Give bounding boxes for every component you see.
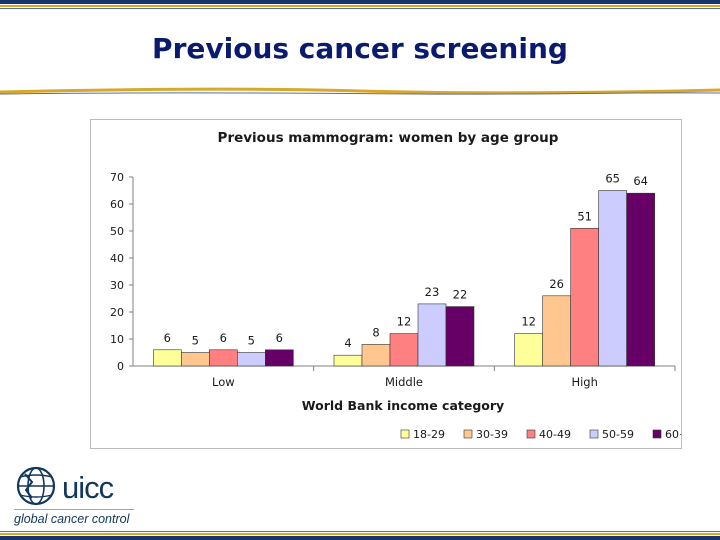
y-tick-label: 20	[110, 306, 124, 319]
logo-tagline: global cancer control	[14, 512, 130, 526]
data-label: 6	[220, 331, 227, 345]
bar-middle-40-49	[389, 333, 419, 367]
slide-title: Previous cancer screening	[152, 32, 568, 65]
y-tick-label: 10	[110, 333, 124, 346]
legend-swatch	[589, 429, 599, 439]
y-tick-label: 70	[110, 171, 124, 184]
legend-label: 50-59	[602, 428, 634, 441]
bottom-border-decoration	[0, 531, 720, 540]
data-label: 5	[192, 334, 199, 348]
data-label: 6	[276, 331, 283, 345]
bar-middle-60plus	[445, 306, 475, 367]
data-label: 5	[248, 334, 255, 348]
data-label: 12	[397, 315, 412, 329]
data-label: 4	[344, 336, 351, 350]
bar-middle-30-39	[361, 344, 391, 367]
x-tick-label: Middle	[385, 375, 423, 389]
y-tick-label: 50	[110, 225, 124, 238]
legend-swatch	[652, 429, 662, 439]
legend-swatch	[400, 429, 410, 439]
bar-chart: Previous mammogram: women by age group 0…	[110, 130, 681, 441]
data-label: 8	[372, 325, 379, 339]
y-tick-label: 40	[110, 252, 124, 265]
bar-low-18-29	[153, 349, 182, 367]
legend-label: 30-39	[476, 428, 508, 441]
legend-label: 40-49	[539, 428, 571, 441]
legend-label: 60+	[665, 428, 681, 441]
bar-middle-18-29	[333, 354, 363, 367]
bar-high-18-29	[514, 333, 543, 367]
data-label: 51	[577, 209, 592, 223]
data-label: 22	[453, 288, 468, 302]
x-tick-label: Low	[212, 375, 235, 389]
logo-wordmark: uicc	[62, 470, 114, 505]
bar-high-30-39	[542, 295, 571, 367]
globe-icon	[16, 466, 56, 506]
data-label: 6	[164, 331, 171, 345]
x-axis-title: World Bank income category	[302, 398, 504, 413]
bar-high-60plus	[626, 192, 655, 367]
bar-high-50-59	[598, 190, 627, 367]
bar-high-40-49	[570, 228, 599, 367]
chart-axes: 0 10 20 30 40 50 60 70 Low Middle High	[110, 171, 676, 389]
x-tick-label: High	[571, 375, 597, 389]
bar-low-50-59	[237, 352, 266, 367]
data-label: 64	[633, 174, 648, 188]
legend-swatch	[463, 429, 473, 439]
top-border-decoration	[0, 0, 720, 9]
title-underline	[0, 87, 720, 95]
chart-title: Previous mammogram: women by age group	[218, 130, 559, 146]
data-label: 23	[425, 285, 440, 299]
uicc-logo: uicc global cancer control	[12, 462, 142, 530]
y-tick-label: 60	[110, 198, 124, 211]
y-tick-label: 30	[110, 279, 124, 292]
logo-divider	[14, 509, 134, 510]
chart-frame: Previous mammogram: women by age group 0…	[90, 119, 682, 449]
bar-low-30-39	[181, 352, 210, 367]
bar-middle-50-59	[417, 303, 447, 367]
chart-legend: 18-29 30-39 40-49 50-59 60+	[400, 428, 681, 441]
data-label: 26	[549, 277, 564, 291]
y-tick-label: 0	[117, 360, 124, 373]
legend-label: 18-29	[413, 428, 445, 441]
data-label: 65	[605, 172, 620, 186]
legend-swatch	[526, 429, 536, 439]
bar-low-60plus	[265, 349, 294, 367]
bar-low-40-49	[209, 349, 238, 367]
data-label: 12	[521, 315, 536, 329]
